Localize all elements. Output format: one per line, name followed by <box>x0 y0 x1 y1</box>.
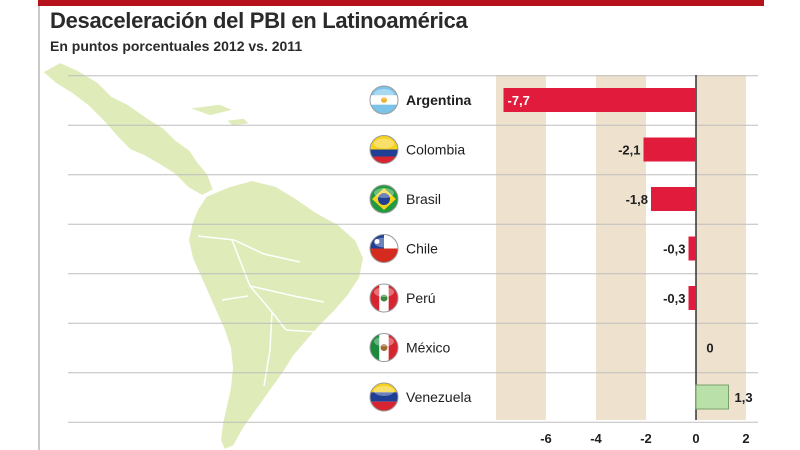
bar-venezuela <box>695 384 729 410</box>
chile-flag-icon <box>369 234 399 263</box>
central-america-mexico-shape <box>40 60 216 198</box>
category-label: Argentina <box>406 92 472 108</box>
x-tick-label: 0 <box>692 431 699 446</box>
grid-band <box>496 75 546 420</box>
bar-perú <box>688 286 696 310</box>
value-label: -1,8 <box>626 192 648 207</box>
bar-argentina <box>503 88 696 112</box>
infographic: Argentina Colombia Brasil Chile Perú México Ve… <box>38 0 764 450</box>
colombia-flag-icon <box>369 135 399 164</box>
bar-brasil <box>651 187 696 211</box>
bars <box>503 88 729 410</box>
argentina-flag-icon <box>369 85 399 115</box>
chart-title: Desaceleración del PBI en Latinoamérica <box>50 8 468 33</box>
value-label: -7,7 <box>508 93 530 108</box>
x-axis-ticks: -6 -4 -2 0 2 <box>540 431 749 446</box>
value-label: 0 <box>706 341 713 356</box>
category-label: Perú <box>406 290 436 306</box>
bar-chart: Argentina Colombia Brasil Chile Perú México Ve… <box>40 60 758 450</box>
country-borders <box>197 235 325 387</box>
latin-america-map <box>40 60 366 450</box>
category-label: Brasil <box>406 191 441 207</box>
x-tick-label: -4 <box>590 431 602 446</box>
south-america-shape <box>186 178 366 450</box>
mexico-flag-icon <box>369 333 399 362</box>
value-label: -2,1 <box>618 143 640 158</box>
grid-band <box>596 75 646 420</box>
category-label: México <box>406 340 451 356</box>
caribbean-islands-shape <box>187 103 252 127</box>
grid-bands <box>496 75 746 420</box>
category-label: Venezuela <box>406 389 472 405</box>
bar-chile <box>688 236 696 261</box>
value-label: -0,3 <box>663 242 685 257</box>
top-accent-bar <box>38 0 764 6</box>
value-labels: -7,7 -2,1 -1,8 -0,3 -0,3 0 1,3 <box>508 93 753 405</box>
x-tick-label: -2 <box>640 431 652 446</box>
grid-band <box>696 75 746 420</box>
category-labels: Argentina Colombia Brasil Chile Perú México Ve… <box>406 92 472 405</box>
brazil-flag-icon <box>369 184 399 214</box>
flags <box>369 85 399 412</box>
row-gridlines <box>68 75 758 423</box>
left-border <box>38 6 40 450</box>
x-tick-label: -6 <box>540 431 552 446</box>
category-label: Chile <box>406 241 438 257</box>
value-label: 1,3 <box>735 390 753 405</box>
peru-flag-icon <box>369 283 399 313</box>
chart-subtitle: En puntos porcentuales 2012 vs. 2011 <box>50 38 303 54</box>
bar-colombia <box>643 137 696 162</box>
value-label: -0,3 <box>663 291 685 306</box>
venezuela-flag-icon <box>369 382 399 412</box>
category-label: Colombia <box>406 142 465 158</box>
x-tick-label: 2 <box>742 431 749 446</box>
